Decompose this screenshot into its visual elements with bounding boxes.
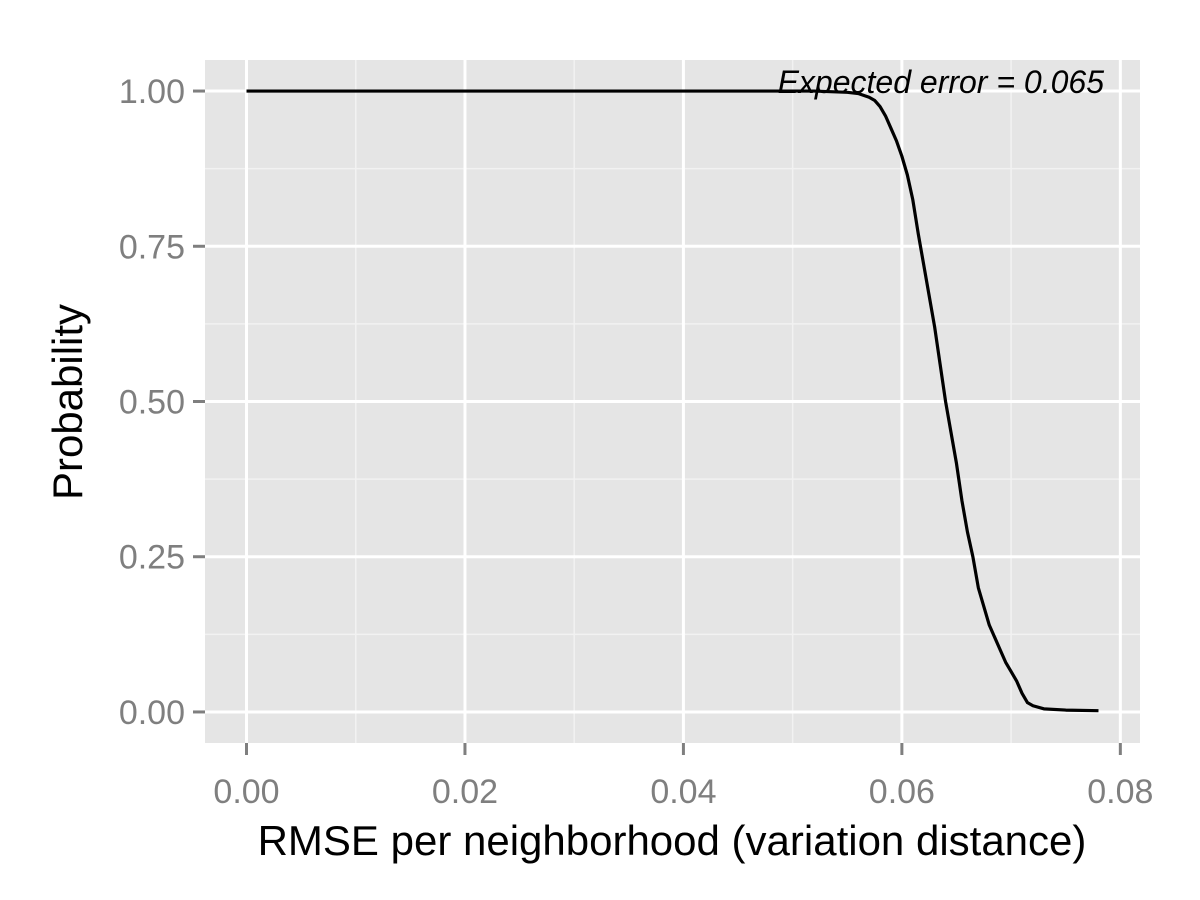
- x-tick-label: 0.08: [1087, 773, 1153, 811]
- y-axis: 0.00 0.25 0.50 0.75 1.00: [119, 73, 205, 732]
- series-layer: [246, 89, 1099, 713]
- x-tick-label: 0.04: [650, 773, 716, 811]
- annotation-text: Expected error = 0.065: [778, 64, 1105, 100]
- x-axis-title: RMSE per neighborhood (variation distanc…: [258, 817, 1087, 864]
- x-axis: 0.00 0.02 0.04 0.06 0.08: [213, 743, 1153, 811]
- y-tick-label: 0.50: [119, 384, 185, 422]
- series-line: [246, 89, 1099, 713]
- y-tick-label: 0.75: [119, 228, 185, 266]
- x-tick-label: 0.00: [213, 773, 279, 811]
- x-tick-label: 0.02: [432, 773, 498, 811]
- y-tick-label: 1.00: [119, 73, 185, 111]
- x-tick-label: 0.06: [869, 773, 935, 811]
- y-axis-title: Probability: [44, 304, 91, 500]
- y-tick-label: 0.25: [119, 539, 185, 577]
- y-tick-label: 0.00: [119, 694, 185, 732]
